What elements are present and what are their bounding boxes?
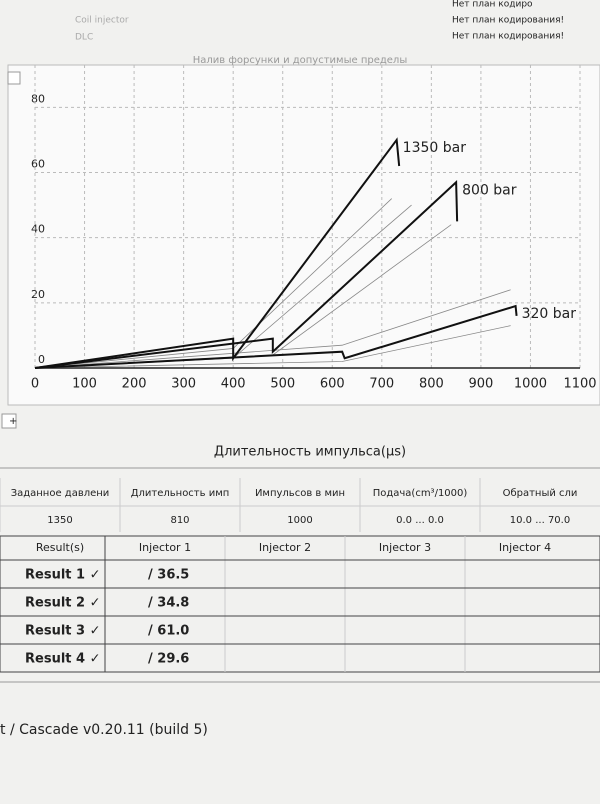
x-tick-label: 700 bbox=[369, 377, 394, 392]
chart-title: Налив форсунки и допустимые пределы bbox=[193, 55, 407, 66]
column-header: Injector 4 bbox=[499, 541, 551, 554]
cell: / 29.6 bbox=[148, 652, 189, 667]
column-header: Injector 1 bbox=[139, 541, 191, 554]
x-tick-label: 800 bbox=[419, 377, 444, 392]
x-tick-label: 300 bbox=[171, 377, 196, 392]
series-label: 320 bar bbox=[522, 306, 577, 322]
header-code: Нет план кодиро bbox=[452, 0, 533, 10]
x-tick-label: 900 bbox=[468, 377, 493, 392]
cell: / 36.5 bbox=[148, 568, 189, 583]
series-line bbox=[34, 180, 459, 369]
column-header: Заданное давлени bbox=[11, 488, 110, 499]
x-tick-label: 1100 bbox=[563, 377, 596, 392]
column-header: Подача(cm³/1000) bbox=[373, 488, 468, 499]
x-axis-label: Длительность импульса(µs) bbox=[214, 445, 406, 460]
column-header: Result(s) bbox=[36, 541, 84, 554]
cell: Result 3 ✓ bbox=[25, 624, 100, 639]
footer: t / Cascade v0.20.11 (build 5) bbox=[0, 722, 208, 738]
column-header: Импульсов в мин bbox=[255, 488, 345, 499]
series-label: 800 bar bbox=[462, 182, 517, 198]
x-tick-label: 500 bbox=[270, 377, 295, 392]
expand-button[interactable] bbox=[7, 71, 21, 85]
results-frame bbox=[0, 535, 600, 673]
header-code: Нет план кодирования! bbox=[452, 32, 564, 42]
column-header: Injector 2 bbox=[259, 541, 311, 554]
y-tick-label: 80 bbox=[31, 92, 45, 105]
series-line bbox=[34, 304, 518, 369]
header-code: Нет план кодирования! bbox=[452, 16, 564, 26]
y-tick-label: 40 bbox=[31, 223, 45, 236]
cell: 1350 bbox=[47, 515, 72, 526]
column-header: Длительность имп bbox=[131, 488, 230, 499]
x-tick-label: 600 bbox=[320, 377, 345, 392]
limit-line bbox=[34, 289, 511, 369]
cell: 1000 bbox=[287, 515, 312, 526]
x-tick-label: 200 bbox=[122, 377, 147, 392]
cell: 810 bbox=[170, 515, 189, 526]
expand-button[interactable] bbox=[1, 413, 17, 429]
cell: 10.0 ... 70.0 bbox=[510, 515, 570, 526]
column-header: Обратный сли bbox=[503, 488, 578, 499]
cell: Result 2 ✓ bbox=[25, 596, 100, 611]
header-label: Coil injector bbox=[75, 16, 129, 26]
y-tick-label: 20 bbox=[31, 288, 45, 301]
cell: / 34.8 bbox=[148, 596, 189, 611]
x-tick-label: 1000 bbox=[514, 377, 547, 392]
y-tick-label: 60 bbox=[31, 158, 45, 171]
header-label: DLC bbox=[75, 33, 93, 43]
series-label: 1350 bar bbox=[403, 140, 467, 156]
cell: Result 1 ✓ bbox=[25, 568, 100, 583]
y-tick-label: 0 bbox=[38, 353, 45, 366]
x-tick-label: 100 bbox=[72, 377, 97, 392]
cell: Result 4 ✓ bbox=[25, 652, 100, 667]
cell: / 61.0 bbox=[148, 624, 189, 639]
cell: 0.0 ... 0.0 bbox=[396, 515, 444, 526]
limit-line bbox=[34, 325, 511, 369]
plus: + bbox=[9, 416, 17, 427]
x-tick-label: 0 bbox=[31, 377, 39, 392]
x-tick-label: 400 bbox=[221, 377, 246, 392]
column-header: Injector 3 bbox=[379, 541, 431, 554]
